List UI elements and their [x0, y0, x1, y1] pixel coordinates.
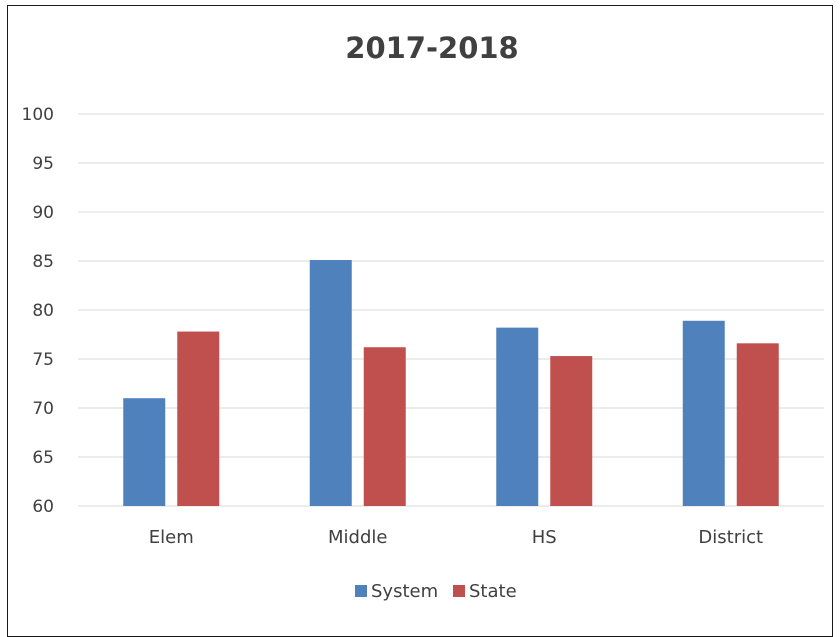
category-label: Elem: [149, 527, 194, 548]
y-tick-label: 80: [32, 301, 54, 321]
legend-label-state: State: [469, 581, 517, 602]
legend: System State: [355, 581, 517, 602]
y-tick-label: 60: [32, 497, 54, 517]
y-tick-label: 65: [32, 448, 54, 468]
bar-state-district: [736, 343, 779, 506]
category-label: Middle: [328, 527, 387, 548]
y-tick-label: 100: [22, 105, 54, 125]
bar-system-middle: [309, 260, 352, 506]
bars: [123, 260, 779, 506]
y-tick-label: 90: [32, 203, 54, 223]
bar-system-elem: [123, 398, 166, 506]
legend-swatch-state: [453, 585, 465, 597]
legend-swatch-system: [355, 585, 367, 597]
y-tick-label: 75: [32, 350, 54, 370]
chart-frame: 2017-2018 60 65 70 75 80 85 90 95 100 Elem Middle…: [7, 5, 833, 637]
bar-state-middle: [363, 347, 406, 506]
bar-system-district: [682, 320, 725, 506]
category-label: HS: [532, 527, 557, 548]
category-label: District: [698, 527, 763, 548]
x-axis-category-labels: Elem Middle HS District: [149, 527, 763, 548]
chart-title: 2017-2018: [345, 31, 518, 65]
y-tick-label: 85: [32, 252, 54, 272]
legend-label-system: System: [371, 581, 438, 602]
y-tick-label: 95: [32, 154, 54, 174]
bar-state-elem: [177, 331, 220, 506]
bar-state-hs: [550, 356, 593, 506]
y-tick-label: 70: [32, 399, 54, 419]
y-axis-tick-labels: 60 65 70 75 80 85 90 95 100: [22, 105, 54, 517]
bar-system-hs: [496, 327, 539, 506]
bar-chart: 2017-2018 60 65 70 75 80 85 90 95 100 Elem Middle…: [22, 31, 824, 602]
